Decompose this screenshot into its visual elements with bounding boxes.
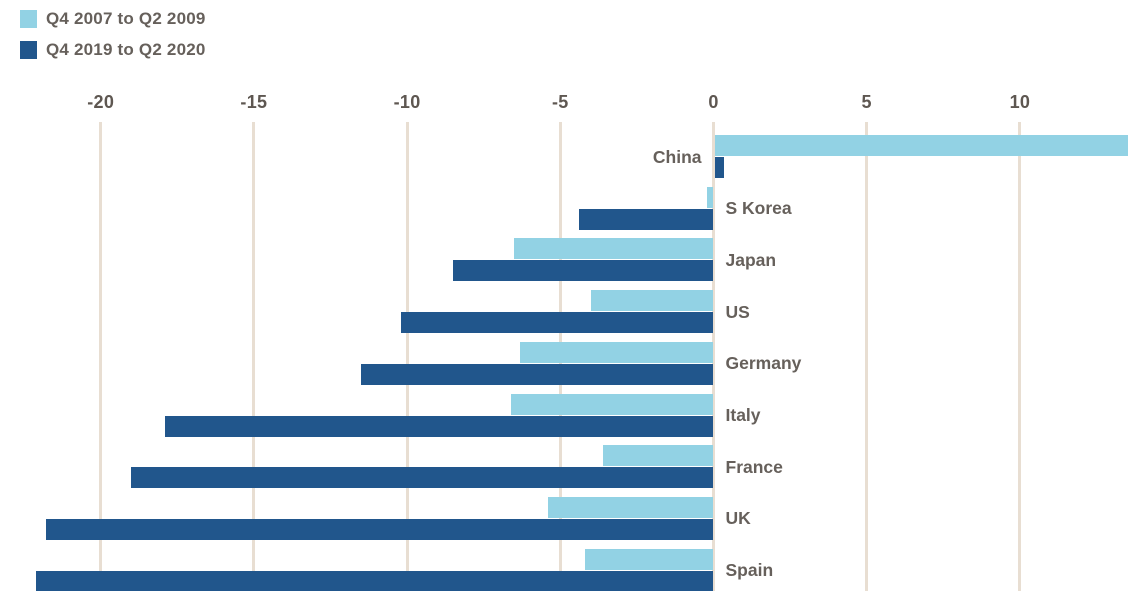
bar-spain-q4-2007-to-q2-2009 bbox=[584, 548, 714, 570]
bar-france-q4-2019-to-q2-2020 bbox=[131, 467, 714, 489]
category-label-spain: Spain bbox=[725, 560, 774, 581]
gridline--10 bbox=[405, 122, 409, 591]
category-label-italy: Italy bbox=[725, 405, 761, 425]
bar-us-q4-2007-to-q2-2009 bbox=[590, 290, 714, 312]
legend-item-2007-2009: Q4 2007 to Q2 2009 bbox=[20, 6, 206, 31]
gridline-5 bbox=[865, 122, 869, 591]
category-label-s-korea: S Korea bbox=[725, 198, 792, 219]
bar-s-korea-q4-2019-to-q2-2020 bbox=[578, 208, 714, 230]
x-axis-tick-label--20: -20 bbox=[87, 92, 115, 112]
bar-italy-q4-2019-to-q2-2020 bbox=[165, 415, 714, 437]
x-axis-tick-label-0: 0 bbox=[708, 92, 719, 112]
bar-china-q4-2019-to-q2-2020 bbox=[714, 157, 724, 178]
bar-s-korea-q4-2007-to-q2-2009 bbox=[707, 186, 714, 208]
x-axis-tick-label--5: -5 bbox=[551, 92, 569, 112]
bar-france-q4-2007-to-q2-2009 bbox=[603, 445, 714, 467]
x-axis-tick-label--10: -10 bbox=[393, 92, 421, 112]
bar-us-q4-2019-to-q2-2020 bbox=[400, 312, 714, 334]
category-label-uk: UK bbox=[725, 508, 751, 529]
bar-germany-q4-2007-to-q2-2009 bbox=[520, 341, 714, 363]
category-label-japan: Japan bbox=[725, 249, 777, 270]
bar-japan-q4-2007-to-q2-2009 bbox=[514, 238, 714, 260]
category-label-germany: Germany bbox=[725, 353, 802, 374]
bar-japan-q4-2019-to-q2-2020 bbox=[453, 260, 714, 282]
legend-label-2007-2009: Q4 2007 to Q2 2009 bbox=[46, 8, 206, 28]
x-axis-tick-label-5: 5 bbox=[861, 92, 872, 112]
legend-swatch-2019-2020 bbox=[20, 40, 37, 59]
legend-label-2019-2020: Q4 2019 to Q2 2020 bbox=[46, 39, 206, 59]
category-label-france: France bbox=[725, 456, 783, 477]
legend: Q4 2007 to Q2 2009 Q4 2019 to Q2 2020 bbox=[20, 6, 206, 68]
legend-swatch-2007-2009 bbox=[20, 9, 37, 28]
gridline-10 bbox=[1018, 122, 1022, 591]
gridline--15 bbox=[252, 122, 256, 591]
bar-uk-q4-2019-to-q2-2020 bbox=[45, 518, 714, 540]
bar-china-q4-2007-to-q2-2009 bbox=[714, 135, 1128, 156]
x-axis-tick-label--15: -15 bbox=[240, 92, 268, 112]
bar-germany-q4-2019-to-q2-2020 bbox=[361, 363, 714, 385]
legend-item-2019-2020: Q4 2019 to Q2 2020 bbox=[20, 37, 206, 62]
bar-spain-q4-2019-to-q2-2020 bbox=[36, 570, 714, 591]
category-label-us: US bbox=[725, 301, 750, 322]
bar-italy-q4-2007-to-q2-2009 bbox=[511, 393, 714, 415]
gridline--20 bbox=[99, 122, 103, 591]
x-axis-tick-label-10: 10 bbox=[1009, 92, 1031, 112]
category-label-china: China bbox=[652, 146, 702, 167]
gridline-0 bbox=[712, 122, 715, 591]
bar-uk-q4-2007-to-q2-2009 bbox=[548, 496, 714, 518]
